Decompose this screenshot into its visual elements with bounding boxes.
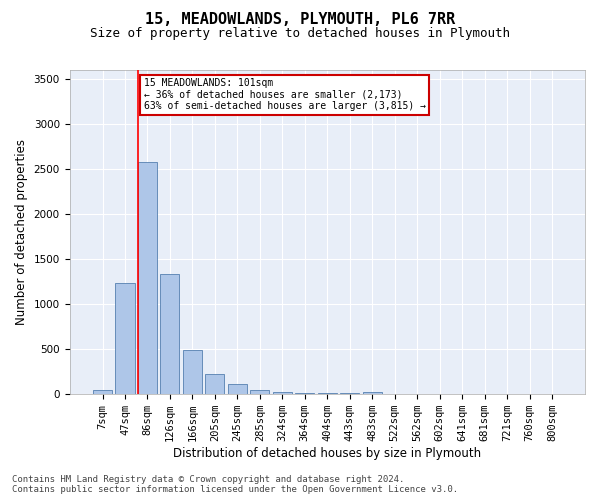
Bar bbox=[205, 374, 224, 394]
Bar bbox=[115, 282, 134, 394]
Text: Contains HM Land Registry data © Crown copyright and database right 2024.: Contains HM Land Registry data © Crown c… bbox=[12, 475, 404, 484]
Bar bbox=[183, 350, 202, 394]
Bar bbox=[250, 390, 269, 394]
Text: Size of property relative to detached houses in Plymouth: Size of property relative to detached ho… bbox=[90, 28, 510, 40]
X-axis label: Distribution of detached houses by size in Plymouth: Distribution of detached houses by size … bbox=[173, 447, 481, 460]
Bar bbox=[362, 392, 382, 394]
Bar bbox=[228, 384, 247, 394]
Text: 15, MEADOWLANDS, PLYMOUTH, PL6 7RR: 15, MEADOWLANDS, PLYMOUTH, PL6 7RR bbox=[145, 12, 455, 28]
Bar bbox=[93, 390, 112, 394]
Bar bbox=[273, 392, 292, 394]
Bar bbox=[160, 274, 179, 394]
Text: 15 MEADOWLANDS: 101sqm
← 36% of detached houses are smaller (2,173)
63% of semi-: 15 MEADOWLANDS: 101sqm ← 36% of detached… bbox=[143, 78, 425, 112]
Y-axis label: Number of detached properties: Number of detached properties bbox=[15, 139, 28, 325]
Bar bbox=[295, 393, 314, 394]
Bar bbox=[138, 162, 157, 394]
Text: Contains public sector information licensed under the Open Government Licence v3: Contains public sector information licen… bbox=[12, 485, 458, 494]
